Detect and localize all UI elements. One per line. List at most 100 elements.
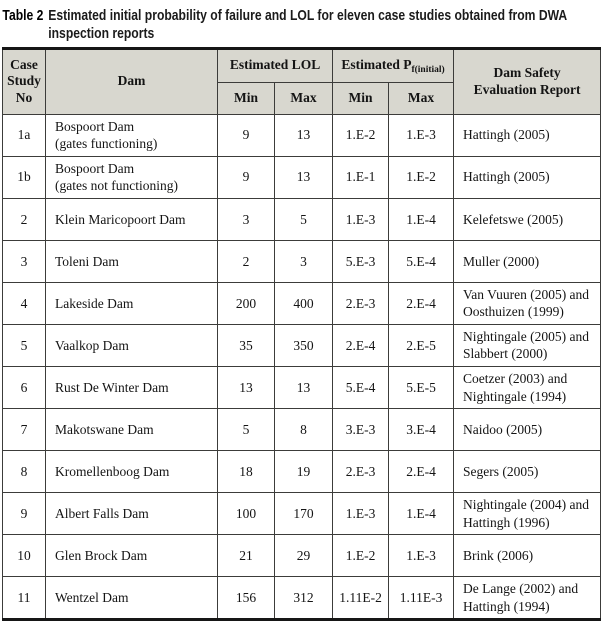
pf-max-cell: 2.E-4	[388, 281, 455, 325]
table-row: 3 Toleni Dam 2 3 5.E-3 5.E-4 Muller (2000)	[2, 239, 602, 283]
case-no-cell: 10	[2, 534, 46, 578]
table-row: 11 Wentzel Dam 156 312 1.11E-2 1.11E-3 De Lang…	[2, 576, 602, 621]
lol-max-cell: 13	[273, 155, 334, 199]
table-body: 1a Bospoort Dam (gates functioning) 9 13 1.E…	[2, 113, 602, 621]
report-cell: Hattingh (2005)	[453, 155, 602, 199]
lol-max-cell: 19	[273, 450, 334, 494]
lol-min-cell: 200	[217, 281, 275, 325]
pf-max-cell: 2.E-5	[388, 323, 455, 367]
pf-max-cell: 3.E-4	[388, 408, 455, 452]
dam-cell: Kromellenboog Dam	[45, 450, 218, 494]
pf-min-cell: 1.11E-2	[332, 576, 390, 621]
header-pf-max: Max	[388, 81, 455, 115]
lol-max-cell: 170	[273, 492, 334, 536]
pf-min-cell: 1.E-2	[332, 534, 390, 578]
table-caption-line2: inspection reports	[48, 25, 155, 43]
header-estimated-pf-subscript: f(initial)	[411, 65, 445, 76]
header-lol-max: Max	[273, 81, 334, 115]
header-dam: Dam	[45, 47, 218, 115]
dam-cell: Rust De Winter Dam	[45, 365, 218, 410]
pf-min-cell: 2.E-3	[332, 450, 390, 494]
pf-max-cell: 1.E-2	[388, 155, 455, 199]
header-lol-min: Min	[217, 81, 275, 115]
report-cell: Segers (2005)	[453, 450, 602, 494]
lol-max-cell: 29	[273, 534, 334, 578]
report-cell: Brink (2006)	[453, 534, 602, 578]
case-no-cell: 5	[2, 323, 46, 367]
case-no-cell: 6	[2, 365, 46, 410]
pf-min-cell: 2.E-4	[332, 323, 390, 367]
header-estimated-pf: Estimated Pf(initial)	[332, 47, 455, 83]
table-header: Case Study No Dam Estimated LOL Estimate…	[2, 47, 602, 115]
pf-max-cell: 2.E-4	[388, 450, 455, 494]
dam-cell: Klein Maricopoort Dam	[45, 197, 218, 241]
lol-min-cell: 5	[217, 408, 275, 452]
pf-max-cell: 1.11E-3	[388, 576, 455, 621]
lol-min-cell: 2	[217, 239, 275, 283]
report-cell: Muller (2000)	[453, 239, 602, 283]
lol-min-cell: 13	[217, 365, 275, 410]
lol-min-cell: 100	[217, 492, 275, 536]
pf-min-cell: 5.E-3	[332, 239, 390, 283]
table-caption-text: Estimated initial probability of failure…	[48, 7, 567, 44]
lol-max-cell: 13	[273, 365, 334, 410]
pf-min-cell: 1.E-3	[332, 492, 390, 536]
table-row: 7 Makotswane Dam 5 8 3.E-3 3.E-4 Naidoo (2005)	[2, 408, 602, 452]
lol-min-cell: 35	[217, 323, 275, 367]
table-row: 5 Vaalkop Dam 35 350 2.E-4 2.E-5 Nightingale (…	[2, 323, 602, 367]
lol-max-cell: 5	[273, 197, 334, 241]
case-no-cell: 1b	[2, 155, 46, 199]
pf-min-cell: 3.E-3	[332, 408, 390, 452]
table-row: 8 Kromellenboog Dam 18 19 2.E-3 2.E-4 Segers (…	[2, 450, 602, 494]
table-row: 10 Glen Brock Dam 21 29 1.E-2 1.E-3 Brink (200…	[2, 534, 602, 578]
lol-max-cell: 350	[273, 323, 334, 367]
dam-cell: Toleni Dam	[45, 239, 218, 283]
report-cell: Naidoo (2005)	[453, 408, 602, 452]
pf-min-cell: 1.E-3	[332, 197, 390, 241]
table-row: 1b Bospoort Dam (gates not functioning) 9 1…	[2, 155, 602, 199]
lol-max-cell: 8	[273, 408, 334, 452]
case-no-cell: 7	[2, 408, 46, 452]
lol-max-cell: 13	[273, 113, 334, 157]
report-cell: De Lange (2002) and Hattingh (1994)	[453, 576, 602, 621]
table-caption-label: Table 2	[2, 7, 44, 24]
report-cell: Coetzer (2003) and Nightingale (1994)	[453, 365, 602, 410]
dam-cell: Albert Falls Dam	[45, 492, 218, 536]
report-cell: Nightingale (2005) and Slabbert (2000)	[453, 323, 602, 367]
report-cell: Kelefetswe (2005)	[453, 197, 602, 241]
pf-min-cell: 5.E-4	[332, 365, 390, 410]
report-cell: Nightingale (2004) and Hattingh (1996)	[453, 492, 602, 536]
pf-min-cell: 2.E-3	[332, 281, 390, 325]
case-no-cell: 9	[2, 492, 46, 536]
header-pf-min: Min	[332, 81, 390, 115]
lol-min-cell: 3	[217, 197, 275, 241]
lol-min-cell: 9	[217, 155, 275, 199]
pf-max-cell: 1.E-4	[388, 492, 455, 536]
lol-max-cell: 400	[273, 281, 334, 325]
pf-max-cell: 1.E-4	[388, 197, 455, 241]
dam-cell: Glen Brock Dam	[45, 534, 218, 578]
table-caption: Table 2 Estimated initial probability of…	[0, 0, 602, 44]
pf-max-cell: 1.E-3	[388, 534, 455, 578]
header-report: Dam Safety Evaluation Report	[453, 47, 602, 115]
case-no-cell: 3	[2, 239, 46, 283]
header-case-study-no: Case Study No	[2, 47, 46, 115]
pf-min-cell: 1.E-1	[332, 155, 390, 199]
table-row: 1a Bospoort Dam (gates functioning) 9 13 1.E…	[2, 113, 602, 157]
table-row: 2 Klein Maricopoort Dam 3 5 1.E-3 1.E-4 Kelefe…	[2, 197, 602, 241]
lol-min-cell: 21	[217, 534, 275, 578]
lol-min-cell: 9	[217, 113, 275, 157]
lol-min-cell: 156	[217, 576, 275, 621]
pf-max-cell: 5.E-5	[388, 365, 455, 410]
case-no-cell: 11	[2, 576, 46, 621]
dam-cell: Bospoort Dam (gates not functioning)	[45, 155, 218, 199]
lol-max-cell: 312	[273, 576, 334, 621]
report-cell: Hattingh (2005)	[453, 113, 602, 157]
pf-min-cell: 1.E-2	[332, 113, 390, 157]
case-no-cell: 8	[2, 450, 46, 494]
table-row: 6 Rust De Winter Dam 13 13 5.E-4 5.E-5 Coetzer…	[2, 365, 602, 410]
header-estimated-pf-main: Estimated P	[341, 57, 412, 73]
case-studies-table: Case Study No Dam Estimated LOL Estimate…	[2, 46, 602, 622]
dam-cell: Bospoort Dam (gates functioning)	[45, 113, 218, 157]
case-no-cell: 1a	[2, 113, 46, 157]
